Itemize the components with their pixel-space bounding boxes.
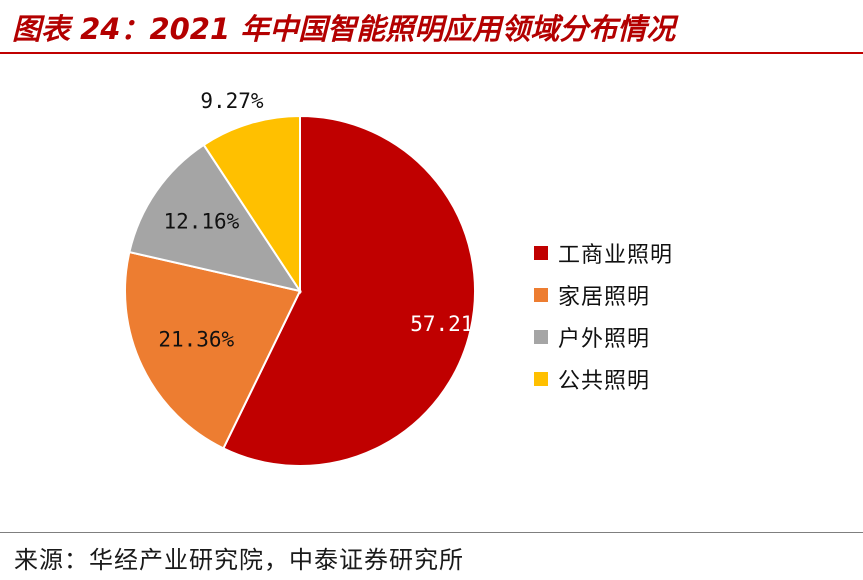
legend-label: 公共照明 bbox=[558, 369, 651, 394]
pie-slice bbox=[202, 114, 301, 295]
legend-item: 家居照明 bbox=[534, 274, 673, 316]
legend-item: 公共照明 bbox=[534, 358, 673, 400]
data-label: 57.21% bbox=[410, 312, 486, 336]
legend-label: 家居照明 bbox=[558, 285, 651, 310]
data-label: 12.16% bbox=[163, 210, 239, 234]
legend-swatch-icon bbox=[534, 372, 548, 386]
chart-legend: 工商业照明 家居照明 户外照明 公共照明 bbox=[534, 232, 673, 400]
pie-slice bbox=[124, 250, 302, 450]
source-note: 来源：华经产业研究院，中泰证券研究所 bbox=[14, 546, 464, 574]
pie-slice bbox=[128, 143, 303, 293]
legend-label: 户外照明 bbox=[558, 327, 651, 352]
legend-swatch-icon bbox=[534, 246, 548, 260]
legend-swatch-icon bbox=[534, 288, 548, 302]
legend-label: 工商业照明 bbox=[558, 243, 674, 268]
data-label: 9.27% bbox=[200, 89, 264, 113]
legend-swatch-icon bbox=[534, 330, 548, 344]
source-divider bbox=[0, 532, 863, 533]
legend-item: 户外照明 bbox=[534, 316, 673, 358]
pie-slice bbox=[222, 114, 476, 467]
page-title: 图表 24：2021 年中国智能照明应用领域分布情况 bbox=[12, 12, 676, 46]
legend-item: 工商业照明 bbox=[534, 232, 673, 274]
data-label: 21.36% bbox=[158, 328, 234, 352]
title-divider bbox=[0, 52, 863, 54]
